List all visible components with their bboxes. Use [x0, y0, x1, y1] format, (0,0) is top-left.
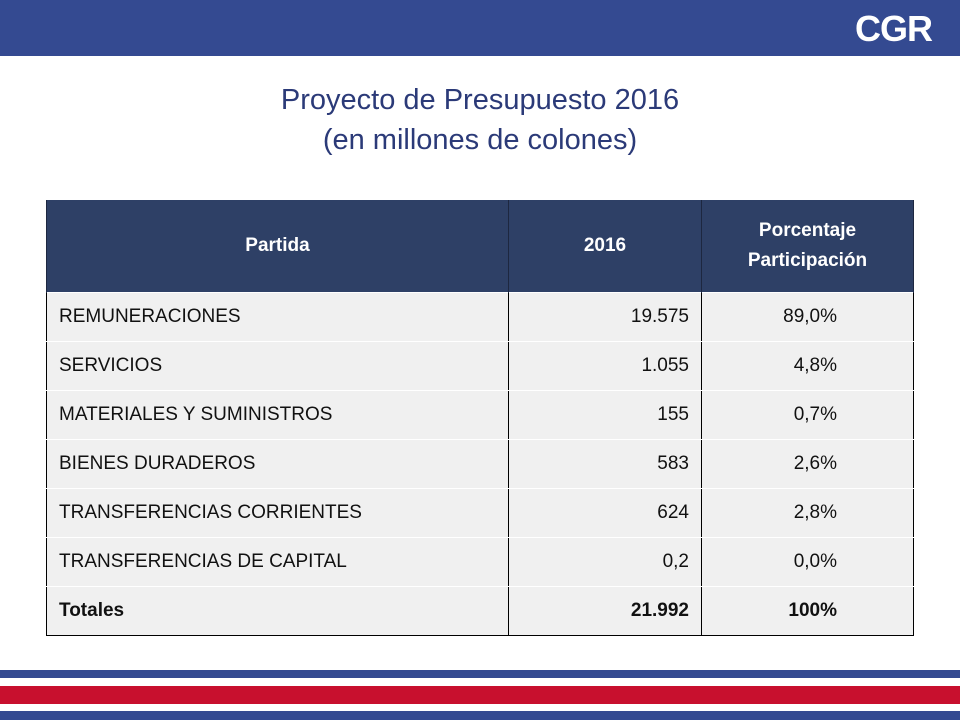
header-year: 2016 — [508, 200, 702, 293]
cell-value: 155 — [508, 390, 702, 440]
cgr-logo: CGR — [855, 8, 933, 49]
header-porcentaje-line-1: Porcentaje — [758, 220, 857, 241]
cell-value: 1.055 — [508, 341, 702, 391]
cell-pct: 2,6% — [701, 439, 914, 489]
cell-total-value: 21.992 — [508, 586, 702, 636]
cell-partida: SERVICIOS — [46, 341, 509, 391]
title-line-1: Proyecto de Presupuesto 2016 — [280, 84, 680, 116]
cell-value: 583 — [508, 439, 702, 489]
header-bar: CGR — [0, 0, 960, 56]
table-row: REMUNERACIONES 19.575 89,0% — [46, 292, 914, 342]
header-porcentaje-line-2: Participación — [747, 250, 868, 271]
header-partida: Partida — [46, 200, 509, 293]
cell-total-pct: 100% — [701, 586, 914, 636]
flag-stripe-white-top — [0, 678, 960, 686]
cell-pct: 4,8% — [701, 341, 914, 391]
cell-pct: 2,8% — [701, 488, 914, 538]
table-header-row: Partida 2016 Porcentaje Participación — [46, 200, 914, 293]
cell-pct: 89,0% — [701, 292, 914, 342]
cell-partida: TRANSFERENCIAS CORRIENTES — [46, 488, 509, 538]
budget-table: Partida 2016 Porcentaje Participación RE… — [46, 200, 914, 636]
table-row: SERVICIOS 1.055 4,8% — [46, 341, 914, 391]
cell-partida: REMUNERACIONES — [46, 292, 509, 342]
cell-partida: MATERIALES Y SUMINISTROS — [46, 390, 509, 440]
table-row: MATERIALES Y SUMINISTROS 155 0,7% — [46, 390, 914, 440]
table-row: TRANSFERENCIAS DE CAPITAL 0,2 0,0% — [46, 537, 914, 587]
table-row: TRANSFERENCIAS CORRIENTES 624 2,8% — [46, 488, 914, 538]
totals-row: Totales 21.992 100% — [46, 586, 914, 636]
cell-total-label: Totales — [46, 586, 509, 636]
cell-pct: 0,0% — [701, 537, 914, 587]
cell-value: 19.575 — [508, 292, 702, 342]
flag-stripe-white-bottom — [0, 704, 960, 711]
cell-pct: 0,7% — [701, 390, 914, 440]
flag-stripe-red — [0, 686, 960, 704]
title-line-2: (en millones de colones) — [322, 124, 638, 156]
table-row: BIENES DURADEROS 583 2,6% — [46, 439, 914, 489]
flag-stripe-blue-top — [0, 670, 960, 678]
cell-value: 624 — [508, 488, 702, 538]
header-porcentaje: Porcentaje Participación — [701, 200, 914, 293]
flag-stripe-blue-bottom — [0, 711, 960, 720]
page-title: Proyecto de Presupuesto 2016 (en millone… — [0, 80, 960, 160]
cell-value: 0,2 — [508, 537, 702, 587]
cell-partida: BIENES DURADEROS — [46, 439, 509, 489]
cell-partida: TRANSFERENCIAS DE CAPITAL — [46, 537, 509, 587]
